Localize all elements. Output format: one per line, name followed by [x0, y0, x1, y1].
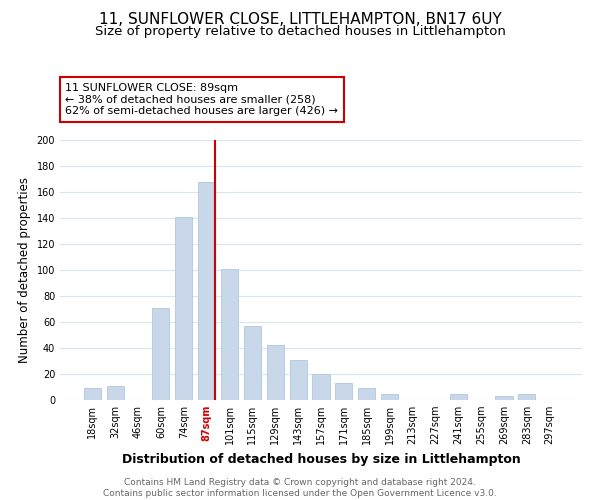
Bar [518, 394, 535, 400]
Bar [84, 388, 101, 400]
Bar [496, 396, 512, 400]
Bar [198, 182, 215, 400]
Text: Contains HM Land Registry data © Crown copyright and database right 2024.
Contai: Contains HM Land Registry data © Crown c… [103, 478, 497, 498]
Text: Size of property relative to detached houses in Littlehampton: Size of property relative to detached ho… [95, 25, 505, 38]
Bar [290, 360, 307, 400]
X-axis label: Distribution of detached houses by size in Littlehampton: Distribution of detached houses by size … [122, 452, 520, 466]
Bar [335, 383, 352, 400]
Text: 11, SUNFLOWER CLOSE, LITTLEHAMPTON, BN17 6UY: 11, SUNFLOWER CLOSE, LITTLEHAMPTON, BN17… [98, 12, 502, 28]
Bar [175, 216, 193, 400]
Bar [152, 308, 169, 400]
Bar [358, 388, 376, 400]
Bar [449, 394, 467, 400]
Bar [381, 394, 398, 400]
Bar [221, 268, 238, 400]
Bar [244, 326, 261, 400]
Bar [107, 386, 124, 400]
Bar [313, 374, 329, 400]
Y-axis label: Number of detached properties: Number of detached properties [18, 177, 31, 363]
Text: 11 SUNFLOWER CLOSE: 89sqm
← 38% of detached houses are smaller (258)
62% of semi: 11 SUNFLOWER CLOSE: 89sqm ← 38% of detac… [65, 83, 338, 116]
Bar [266, 346, 284, 400]
